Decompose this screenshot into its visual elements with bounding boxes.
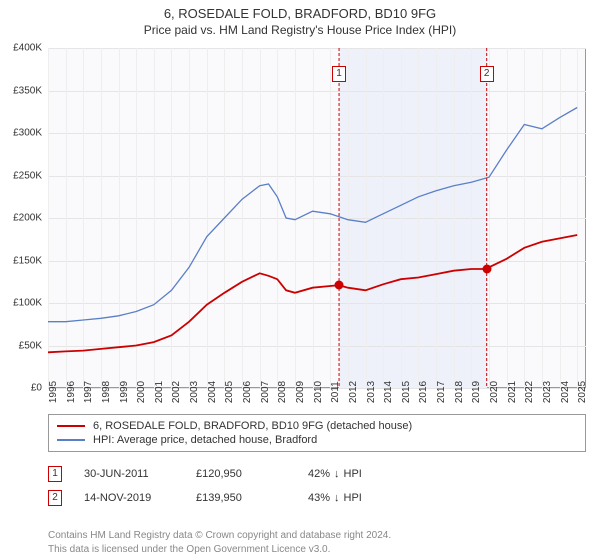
x-tick-label: 2021 [507,381,518,403]
x-tick-label: 1995 [48,381,59,403]
series-line-price_paid [48,235,577,352]
y-tick-label: £200K [13,213,42,224]
legend-row-1: 6, ROSEDALE FOLD, BRADFORD, BD10 9FG (de… [57,419,577,433]
event-marker-box: 2 [480,66,494,82]
x-tick-label: 2003 [189,381,200,403]
x-tick-label: 2002 [171,381,182,403]
tx-date: 30-JUN-2011 [84,468,174,480]
data-point-dot [482,265,491,274]
tx-marker: 2 [48,490,62,506]
y-tick-label: £100K [13,298,42,309]
x-tick-label: 2025 [577,381,588,403]
event-marker-box: 1 [332,66,346,82]
x-tick-label: 2000 [136,381,147,403]
legend-swatch-1 [57,425,85,427]
series-line-hpi [48,108,577,322]
x-tick-label: 1999 [119,381,130,403]
x-tick-label: 1998 [101,381,112,403]
legend-and-table: 6, ROSEDALE FOLD, BRADFORD, BD10 9FG (de… [48,414,586,510]
legend-label-2: HPI: Average price, detached house, Brad… [93,434,317,446]
x-tick-label: 2006 [242,381,253,403]
x-tick-label: 2005 [224,381,235,403]
x-tick-label: 2017 [436,381,447,403]
chart-plot-area: £0£50K£100K£150K£200K£250K£300K£350K£400… [48,48,586,388]
transaction-row: 2 14-NOV-2019 £139,950 43% ↓ HPI [48,486,586,510]
y-tick-label: £350K [13,85,42,96]
y-tick-label: £400K [13,43,42,54]
arrow-down-icon: ↓ [334,492,340,504]
x-tick-label: 2013 [366,381,377,403]
footer-attribution: Contains HM Land Registry data © Crown c… [48,529,391,556]
chart-title: 6, ROSEDALE FOLD, BRADFORD, BD10 9FG [0,0,600,21]
x-tick-label: 2011 [330,381,341,403]
x-tick-label: 2010 [313,381,324,403]
x-tick-label: 2012 [348,381,359,403]
legend-row-2: HPI: Average price, detached house, Brad… [57,433,577,447]
tx-hpi-delta: 43% ↓ HPI [308,492,398,504]
x-tick-label: 2020 [489,381,500,403]
arrow-down-icon: ↓ [334,468,340,480]
tx-hpi-delta: 42% ↓ HPI [308,468,398,480]
footer-line-2: This data is licensed under the Open Gov… [48,543,391,557]
chart-subtitle: Price paid vs. HM Land Registry's House … [0,21,600,37]
transaction-row: 1 30-JUN-2011 £120,950 42% ↓ HPI [48,462,586,486]
tx-hpi-suffix: HPI [344,468,362,480]
data-point-dot [335,281,344,290]
chart-lines [48,48,586,388]
x-tick-label: 2014 [383,381,394,403]
legend-swatch-2 [57,439,85,441]
x-tick-label: 2008 [277,381,288,403]
footer-line-1: Contains HM Land Registry data © Crown c… [48,529,391,543]
x-tick-label: 2007 [260,381,271,403]
legend-label-1: 6, ROSEDALE FOLD, BRADFORD, BD10 9FG (de… [93,420,412,432]
x-tick-label: 2009 [295,381,306,403]
x-tick-label: 2022 [524,381,535,403]
y-tick-label: £300K [13,128,42,139]
transaction-table: 1 30-JUN-2011 £120,950 42% ↓ HPI 2 14-NOV-2019 £… [48,462,586,510]
y-tick-label: £250K [13,170,42,181]
x-tick-label: 2001 [154,381,165,403]
y-tick-label: £150K [13,255,42,266]
tx-hpi-suffix: HPI [344,492,362,504]
tx-marker: 1 [48,466,62,482]
tx-price: £120,950 [196,468,286,480]
legend-box: 6, ROSEDALE FOLD, BRADFORD, BD10 9FG (de… [48,414,586,452]
y-tick-label: £0 [31,383,42,394]
x-tick-label: 2004 [207,381,218,403]
x-tick-label: 1997 [83,381,94,403]
x-tick-label: 2015 [401,381,412,403]
tx-price: £139,950 [196,492,286,504]
x-tick-label: 2024 [560,381,571,403]
x-tick-label: 1996 [66,381,77,403]
y-tick-label: £50K [19,340,42,351]
tx-pct: 42% [308,468,330,480]
x-tick-label: 2019 [471,381,482,403]
tx-date: 14-NOV-2019 [84,492,174,504]
x-tick-label: 2018 [454,381,465,403]
x-tick-label: 2023 [542,381,553,403]
x-tick-label: 2016 [418,381,429,403]
tx-pct: 43% [308,492,330,504]
